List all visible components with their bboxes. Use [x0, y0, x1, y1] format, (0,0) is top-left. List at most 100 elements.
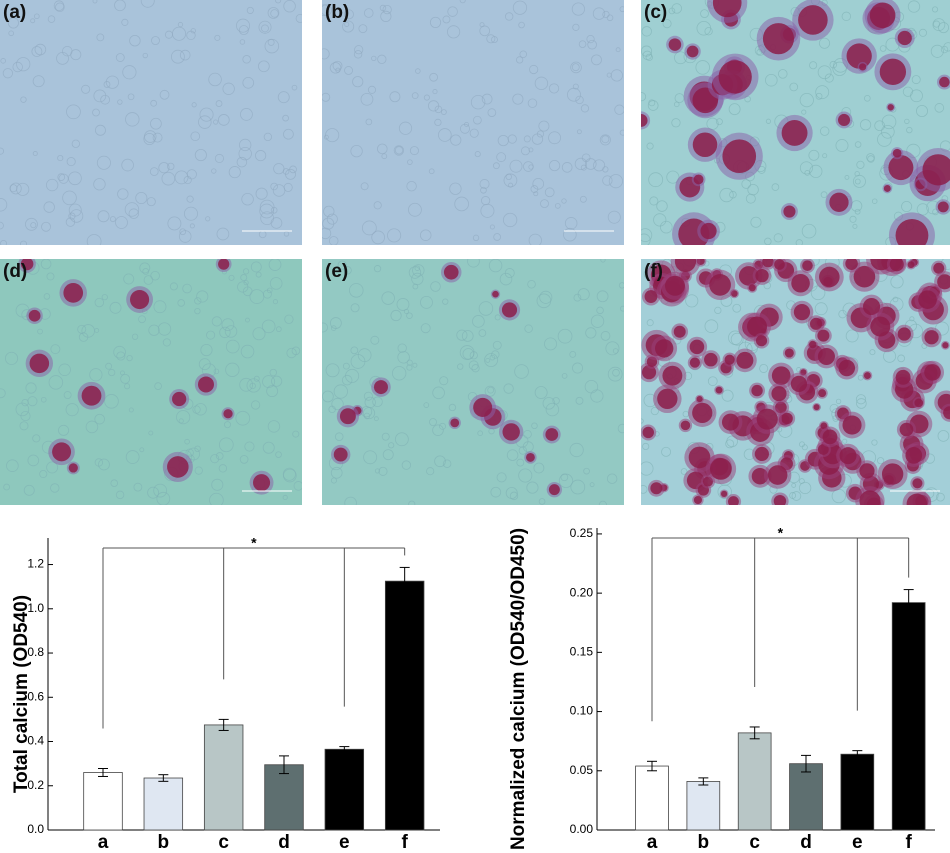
- cell: [146, 197, 156, 207]
- cell: [200, 343, 213, 357]
- cell: [277, 91, 290, 104]
- cell: [182, 283, 192, 294]
- cell: [600, 331, 611, 341]
- error-bar: [698, 777, 709, 786]
- cell: [397, 351, 410, 364]
- cell: [286, 347, 297, 359]
- cell: [261, 319, 276, 334]
- cell: [96, 155, 111, 170]
- cell: [66, 104, 81, 120]
- cell: [642, 442, 650, 450]
- cell: [190, 28, 196, 34]
- cell: [715, 118, 723, 126]
- cell: [23, 484, 35, 496]
- cell: [647, 100, 659, 111]
- cell: [507, 134, 517, 144]
- cell: [531, 422, 538, 430]
- cell: [398, 121, 413, 135]
- cell: [194, 307, 201, 315]
- micrograph: (c): [641, 0, 950, 245]
- cell: [820, 191, 828, 199]
- cell: [695, 60, 710, 75]
- cell: [177, 299, 185, 307]
- cell: [580, 104, 590, 113]
- cell: [139, 262, 151, 274]
- cell: [32, 75, 45, 88]
- cell: [9, 184, 18, 193]
- stain: [937, 201, 949, 213]
- stain: [862, 298, 881, 316]
- cell: [19, 421, 29, 431]
- stain: [773, 494, 787, 505]
- cell: [332, 60, 343, 71]
- cell: [198, 115, 212, 129]
- texture: [641, 0, 950, 245]
- cell: [852, 174, 866, 188]
- cell: [447, 25, 461, 39]
- cell: [610, 69, 623, 82]
- error-bar: [339, 746, 350, 753]
- cell: [554, 203, 561, 209]
- cell: [700, 9, 709, 18]
- cell: [149, 167, 159, 176]
- cell: [0, 198, 8, 212]
- cell: [430, 281, 441, 292]
- cell: [371, 55, 377, 61]
- cell: [293, 481, 302, 491]
- bar: [264, 764, 304, 831]
- cell: [241, 193, 254, 206]
- cell: [544, 187, 555, 198]
- cell: [191, 102, 197, 108]
- cell: [53, 0, 65, 12]
- stain: [715, 386, 723, 394]
- cell: [358, 24, 368, 34]
- cell: [240, 274, 248, 281]
- cell: [590, 389, 604, 403]
- cell: [34, 13, 40, 20]
- cell: [414, 265, 421, 271]
- cell: [909, 316, 915, 322]
- cell: [548, 83, 560, 94]
- cell: [529, 64, 539, 75]
- stain: [819, 266, 840, 288]
- cell: [528, 147, 534, 153]
- error-bar: [98, 768, 108, 777]
- stain: [918, 290, 937, 309]
- cell: [344, 66, 353, 75]
- cell: [104, 394, 119, 409]
- stain: [28, 309, 41, 322]
- cell: [532, 178, 545, 190]
- cell: [641, 26, 652, 37]
- cell: [47, 15, 56, 23]
- cell: [363, 450, 378, 465]
- cell: [871, 198, 878, 204]
- cell: [765, 118, 772, 124]
- cell: [211, 316, 222, 327]
- cell: [162, 338, 171, 347]
- cell: [877, 457, 885, 465]
- cell: [215, 452, 224, 460]
- cell: [150, 270, 160, 281]
- cell: [423, 402, 430, 408]
- stain: [881, 463, 904, 485]
- cell: [599, 134, 611, 146]
- cell: [0, 221, 4, 230]
- cell: [194, 297, 202, 305]
- stain: [859, 490, 881, 505]
- cell: [854, 171, 860, 177]
- cell: [186, 169, 197, 180]
- cell: [518, 21, 525, 29]
- cell: [411, 92, 419, 100]
- cell: [527, 279, 536, 289]
- cell: [58, 363, 71, 377]
- cell: [573, 293, 582, 302]
- cell: [171, 49, 185, 64]
- cell: [374, 468, 381, 474]
- stain: [692, 132, 718, 158]
- stain: [892, 148, 902, 158]
- cell: [43, 293, 51, 300]
- cell: [267, 7, 280, 19]
- cell: [480, 186, 487, 194]
- stain: [167, 456, 189, 478]
- cell: [92, 108, 100, 117]
